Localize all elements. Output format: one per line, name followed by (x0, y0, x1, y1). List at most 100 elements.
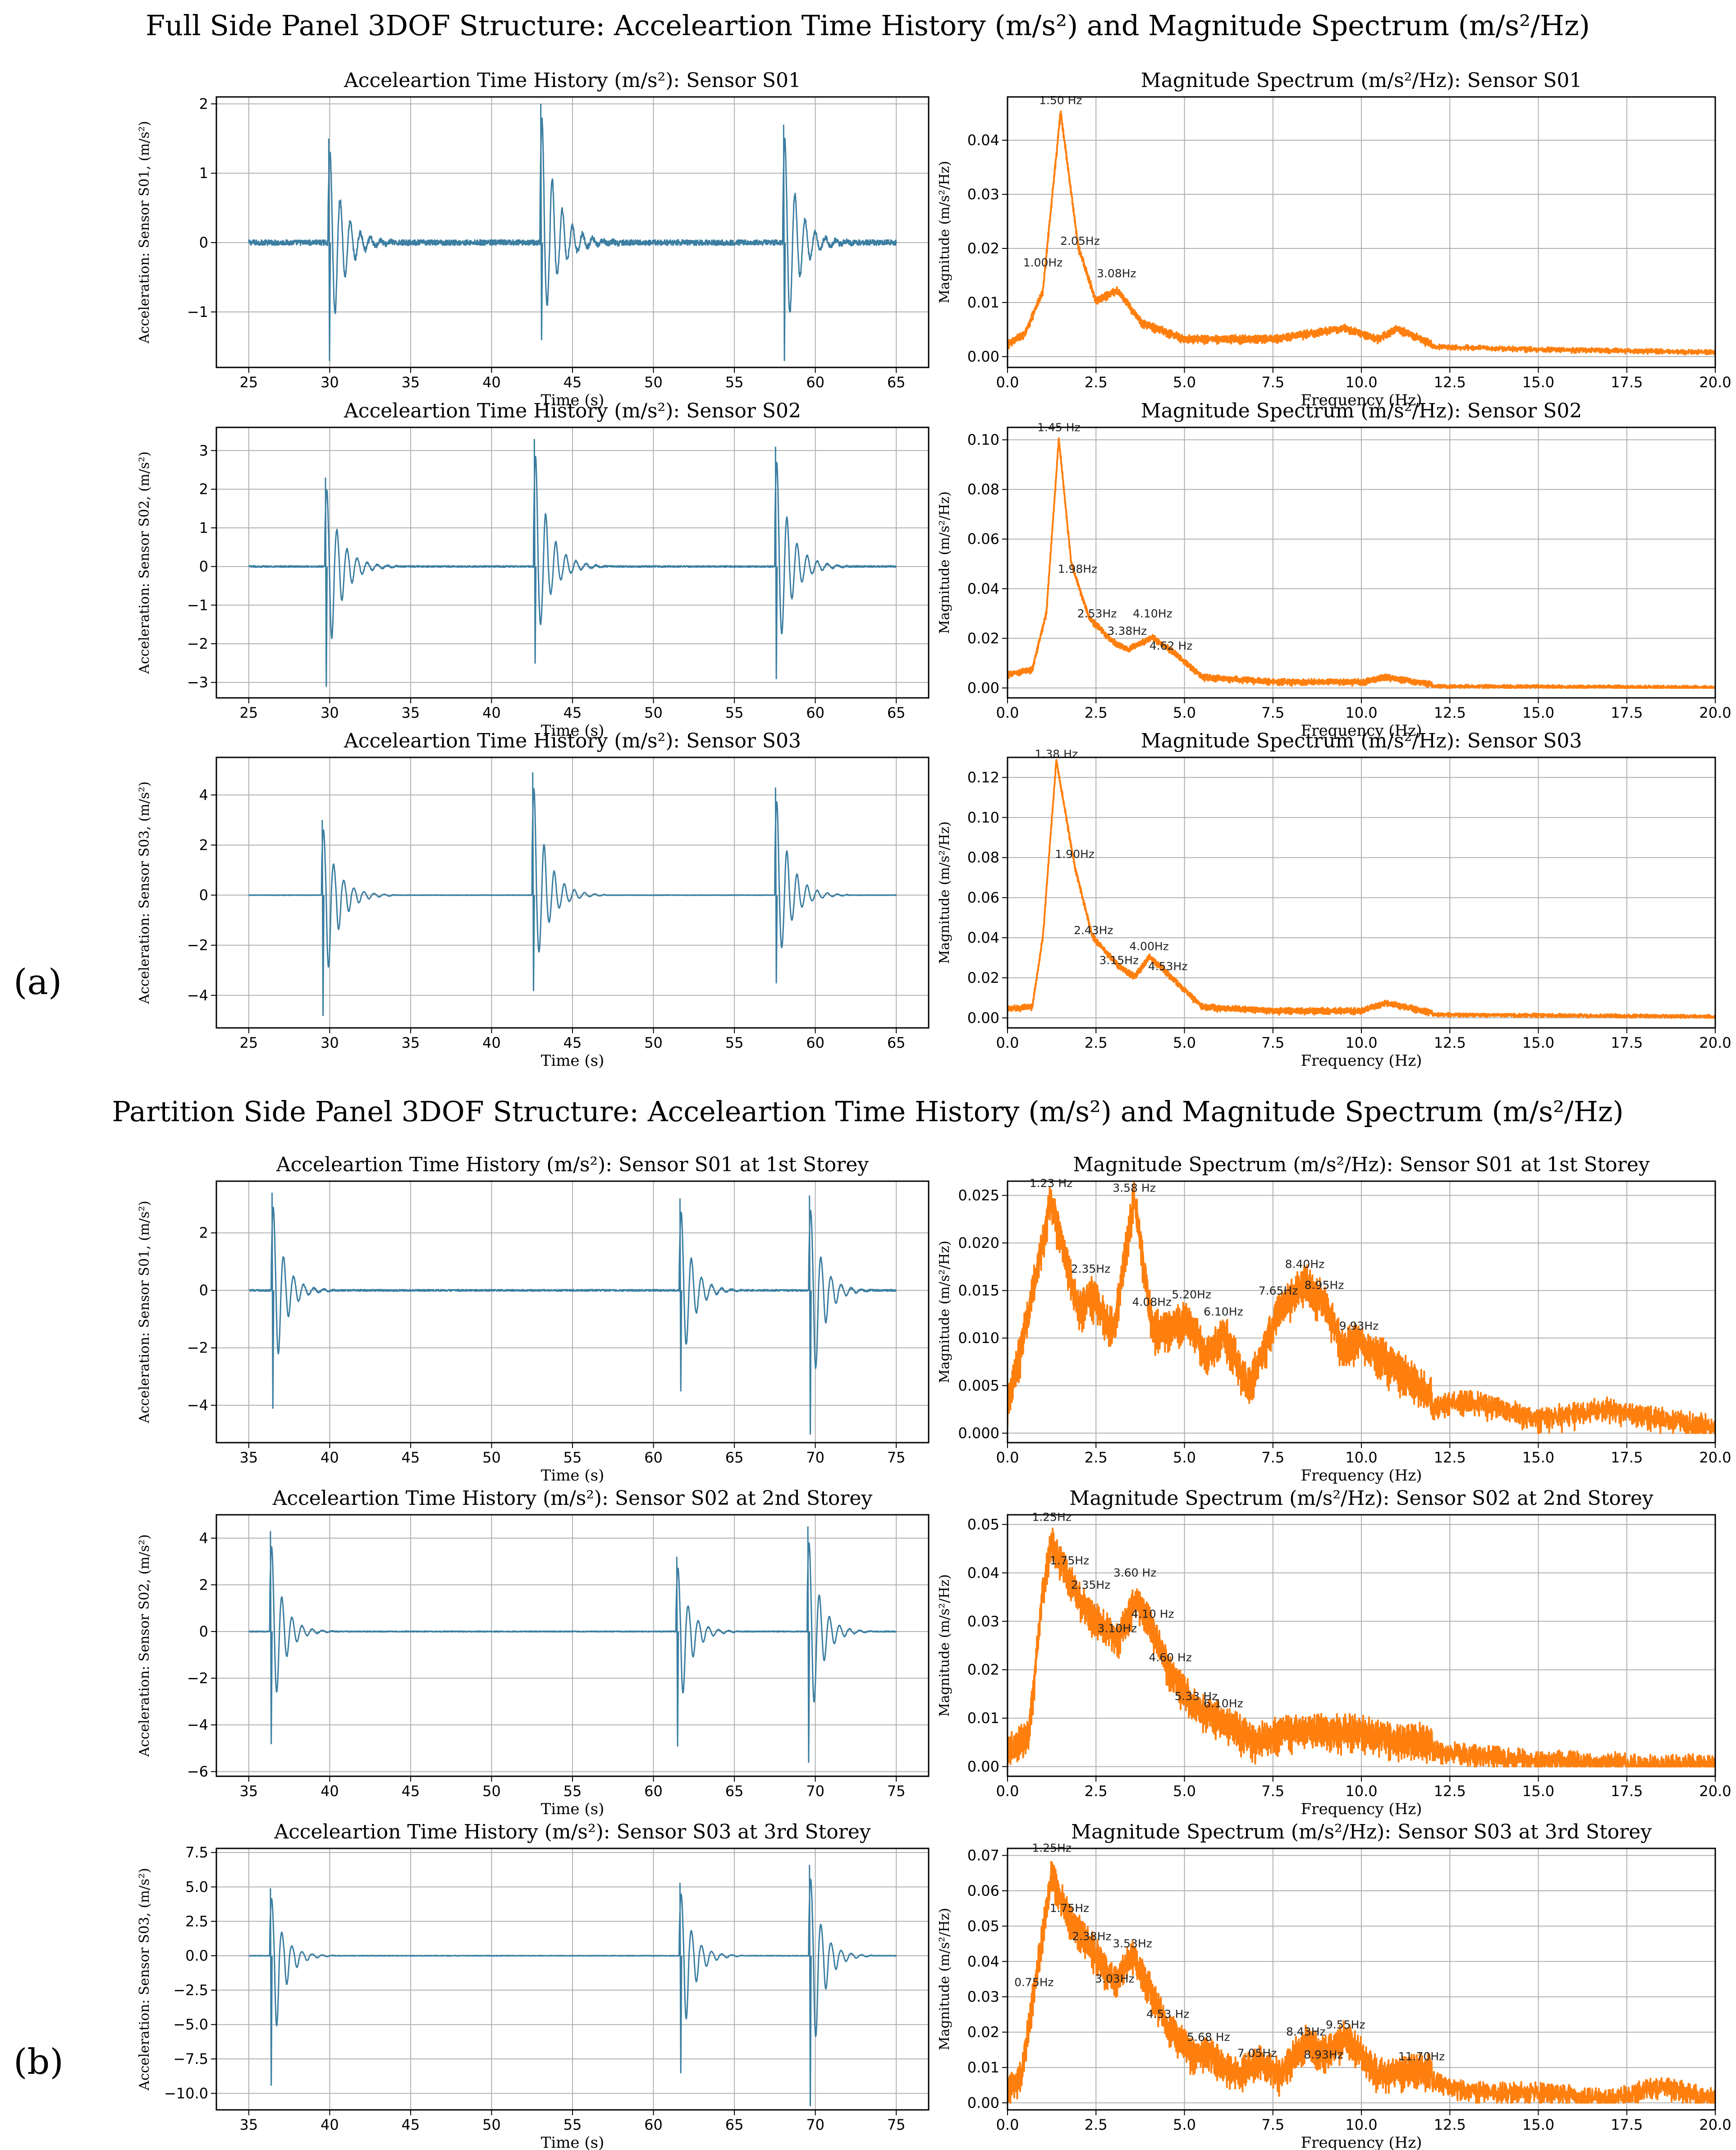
x-tick-label: 15.0 (1522, 1449, 1554, 1466)
y-tick-label: 0.02 (967, 1661, 999, 1678)
y-tick-label: 7.5 (185, 1844, 208, 1861)
y-axis-label: Acceleration: Sensor S02, (m/s²) (137, 451, 152, 674)
peak-label: 4.00Hz (1129, 940, 1169, 953)
chart-title: Magnitude Spectrum (m/s²/Hz): Sensor S03 (1141, 729, 1582, 752)
y-tick-label: 0.03 (967, 1613, 999, 1630)
y-tick-label: 0.02 (967, 630, 999, 647)
chart-a-s03-time: Acceleartion Time History (m/s²): Sensor… (137, 729, 930, 1070)
x-tick-label: 15.0 (1522, 374, 1554, 391)
y-tick-label: 0.02 (967, 969, 999, 986)
x-tick-label: 30 (321, 374, 339, 391)
series-line (248, 772, 897, 1016)
x-axis-label: Time (s) (541, 1467, 605, 1485)
y-tick-label: −1 (187, 303, 208, 321)
x-tick-label: 25 (239, 1034, 258, 1051)
x-axis-label: Frequency (Hz) (1301, 2134, 1422, 2150)
y-tick-label: 0.06 (967, 889, 999, 906)
y-tick-label: 0 (199, 1282, 208, 1299)
x-tick-label: 60 (644, 2116, 663, 2133)
x-tick-label: 65 (725, 2116, 744, 2133)
y-tick-label: 1 (199, 165, 208, 182)
y-tick-label: −1 (187, 596, 208, 614)
x-tick-label: 45 (402, 1449, 420, 1466)
series-line (1008, 759, 1715, 1019)
y-tick-label: −3 (187, 674, 208, 691)
section-a-title: Full Side Panel 3DOF Structure: Accelear… (146, 9, 1590, 42)
y-tick-label: 0.0 (185, 1947, 208, 1964)
peak-label: 7.65Hz (1259, 1284, 1298, 1297)
peak-label: 1.25Hz (1032, 1510, 1072, 1523)
x-tick-label: 30 (321, 1034, 339, 1051)
x-tick-label: 12.5 (1434, 374, 1466, 391)
x-tick-label: 17.5 (1611, 374, 1643, 391)
x-tick-label: 15.0 (1522, 1034, 1554, 1051)
y-tick-label: 4 (199, 786, 208, 803)
y-tick-label: 0.12 (967, 769, 999, 786)
y-tick-label: 0.02 (967, 240, 999, 257)
y-tick-label: 0.05 (967, 1917, 999, 1935)
x-tick-label: 5.0 (1173, 1449, 1196, 1466)
x-tick-label: 50 (482, 1449, 501, 1466)
section-b-title: Partition Side Panel 3DOF Structure: Acc… (112, 1095, 1624, 1128)
x-tick-label: 5.0 (1173, 374, 1196, 391)
y-tick-label: 0.020 (958, 1234, 999, 1251)
plots-layer: Acceleartion Time History (m/s²): Sensor… (137, 69, 1731, 2150)
x-tick-label: 35 (239, 2116, 258, 2133)
x-tick-label: 10.0 (1345, 1783, 1377, 1800)
peak-label: 8.43Hz (1286, 2025, 1326, 2038)
x-tick-label: 12.5 (1434, 1034, 1466, 1051)
y-tick-label: −2 (187, 1339, 208, 1357)
x-tick-label: 55 (725, 1034, 744, 1051)
peak-label: 3.60 Hz (1113, 1566, 1157, 1579)
y-tick-label: 2.5 (185, 1913, 208, 1930)
x-tick-label: 2.5 (1085, 1034, 1108, 1051)
y-tick-label: 0 (199, 234, 208, 251)
x-tick-label: 65 (725, 1449, 744, 1466)
peak-label: 4.53 Hz (1146, 2008, 1190, 2021)
series-line (1008, 110, 1715, 356)
x-tick-label: 0.0 (996, 374, 1019, 391)
chart-title: Magnitude Spectrum (m/s²/Hz): Sensor S01… (1073, 1153, 1649, 1176)
x-tick-label: 10.0 (1345, 374, 1377, 391)
peak-label: 4.08Hz (1132, 1296, 1172, 1309)
x-tick-label: 35 (402, 374, 420, 391)
x-tick-label: 75 (887, 2116, 906, 2133)
peak-label: 6.10Hz (1204, 1697, 1243, 1710)
x-tick-label: 50 (644, 704, 663, 721)
y-tick-label: 0.03 (967, 1988, 999, 2005)
x-tick-label: 15.0 (1522, 2116, 1554, 2133)
x-tick-label: 7.5 (1261, 1449, 1284, 1466)
peak-label: 1.90Hz (1055, 848, 1095, 861)
series-line (248, 1192, 897, 1435)
y-tick-label: −10.0 (164, 2085, 208, 2102)
y-tick-label: 0.06 (967, 1882, 999, 1899)
x-tick-label: 60 (644, 1449, 663, 1466)
x-tick-label: 75 (887, 1449, 906, 1466)
x-tick-label: 60 (806, 374, 824, 391)
x-tick-label: 2.5 (1085, 2116, 1108, 2133)
peak-label: 4.53Hz (1148, 960, 1188, 973)
chart-title: Acceleartion Time History (m/s²): Sensor… (272, 1487, 873, 1510)
x-tick-label: 2.5 (1085, 1783, 1108, 1800)
x-axis-label: Frequency (Hz) (1301, 722, 1422, 740)
chart-a-s03-spec: Magnitude Spectrum (m/s²/Hz): Sensor S03… (937, 729, 1731, 1070)
peak-label: 3.53Hz (1113, 1937, 1152, 1950)
x-tick-label: 7.5 (1261, 1783, 1284, 1800)
x-tick-label: 12.5 (1434, 704, 1466, 721)
chart-b-s03-time: Acceleartion Time History (m/s²): Sensor… (137, 1820, 930, 2150)
y-axis-label: Magnitude (m/s²/Hz) (937, 1574, 953, 1717)
x-tick-label: 65 (887, 704, 906, 721)
x-tick-label: 20.0 (1699, 1449, 1731, 1466)
y-tick-label: −2 (187, 635, 208, 652)
y-tick-label: 0.04 (967, 132, 999, 149)
x-tick-label: 65 (725, 1783, 744, 1800)
x-tick-label: 10.0 (1345, 1449, 1377, 1466)
chart-title: Acceleartion Time History (m/s²): Sensor… (344, 69, 801, 92)
x-tick-label: 5.0 (1173, 1034, 1196, 1051)
x-axis-label: Frequency (Hz) (1301, 1052, 1422, 1070)
peak-label: 11.70Hz (1398, 2050, 1445, 2063)
peak-label: 7.05Hz (1237, 2046, 1277, 2059)
x-tick-label: 40 (321, 1449, 339, 1466)
